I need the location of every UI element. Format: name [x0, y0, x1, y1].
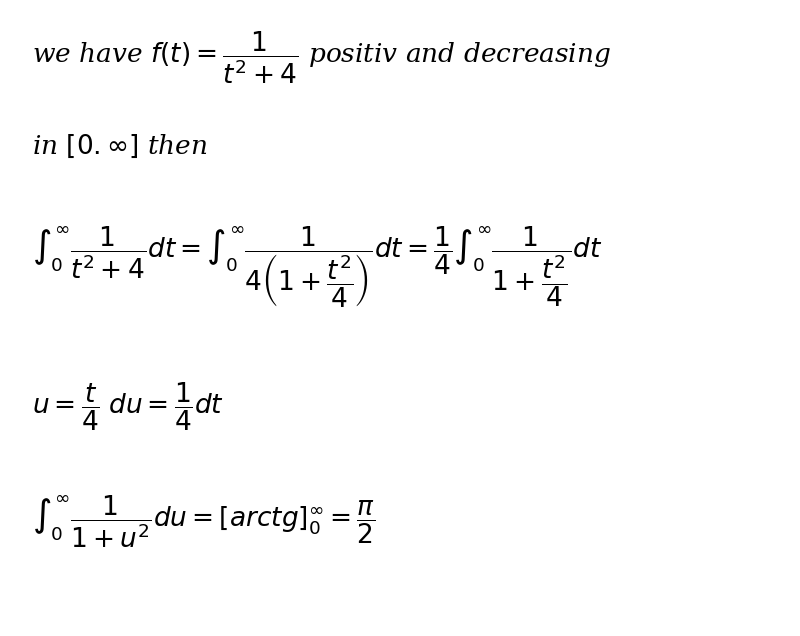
Text: $\int_0^{\infty}\dfrac{1}{1+u^2}du=[arctg]_0^{\infty}=\dfrac{\pi}{2}$: $\int_0^{\infty}\dfrac{1}{1+u^2}du=[arct… — [32, 493, 376, 550]
Text: $u=\dfrac{t}{4}\; du=\dfrac{1}{4}dt$: $u=\dfrac{t}{4}\; du=\dfrac{1}{4}dt$ — [32, 381, 224, 433]
Text: in $[0.\infty]$ then: in $[0.\infty]$ then — [32, 133, 207, 160]
Text: $\int_0^{\infty}\dfrac{1}{t^2+4}dt=\int_0^{\infty}\dfrac{1}{4\left(1+\dfrac{t^2}: $\int_0^{\infty}\dfrac{1}{t^2+4}dt=\int_… — [32, 225, 602, 310]
Text: we have $f(t)=\dfrac{1}{t^2+4}$ positiv and decreasing: we have $f(t)=\dfrac{1}{t^2+4}$ positiv … — [32, 29, 611, 86]
